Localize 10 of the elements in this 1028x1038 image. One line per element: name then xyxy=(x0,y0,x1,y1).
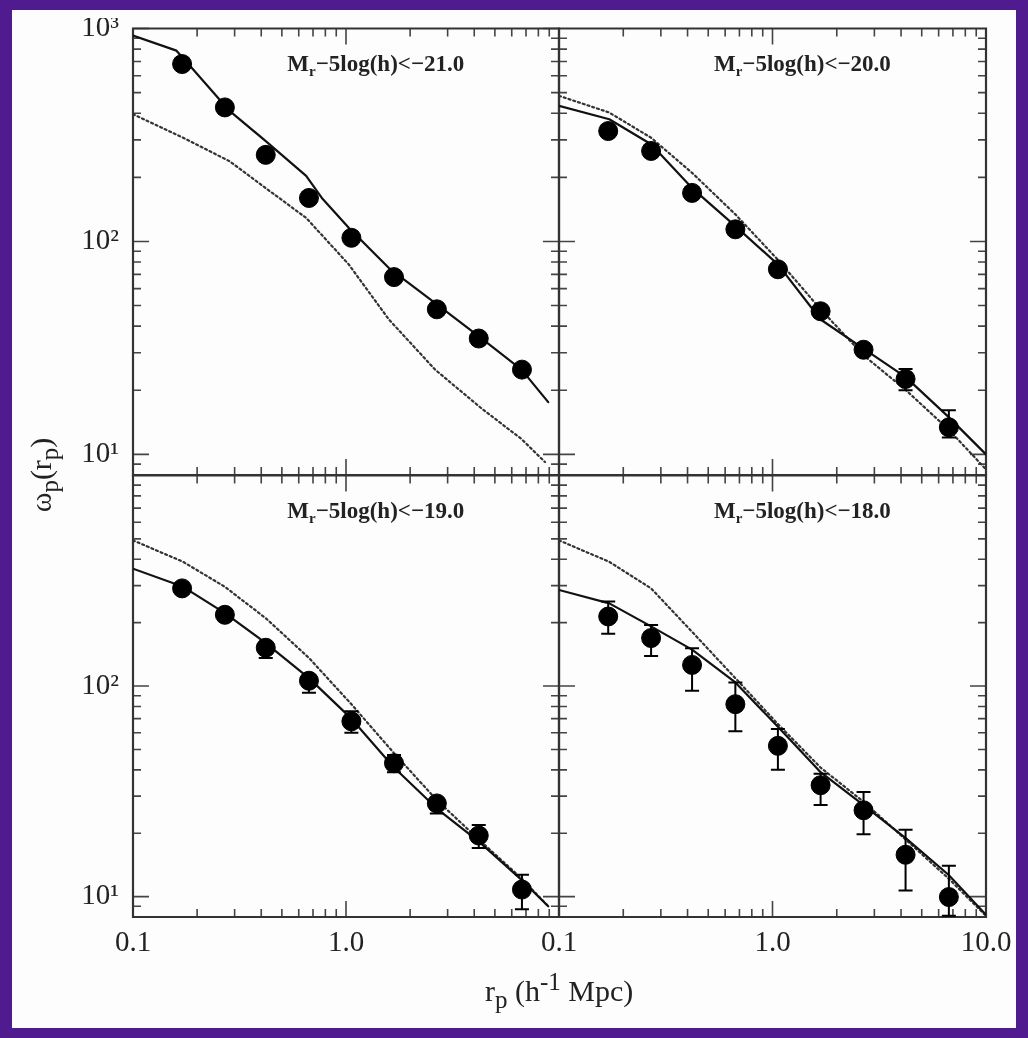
y-tick-label: 10¹ xyxy=(81,435,119,468)
x-axis-title: r$_{p}$ (h$^{-1}$ Mpc) xyxy=(485,968,634,1014)
y-tick-label: 10² xyxy=(81,223,120,256)
y-tick-label: 10¹ xyxy=(81,878,119,911)
x-tick-label: 0.1 xyxy=(114,925,152,958)
y-tick-label: 10² xyxy=(81,667,120,700)
x-tick-label: 1.0 xyxy=(754,925,791,958)
x-tick-label: 0.1 xyxy=(540,925,578,958)
x-tick-label: 1.0 xyxy=(327,925,365,958)
x-tick-label: 10.0 xyxy=(960,925,1012,958)
